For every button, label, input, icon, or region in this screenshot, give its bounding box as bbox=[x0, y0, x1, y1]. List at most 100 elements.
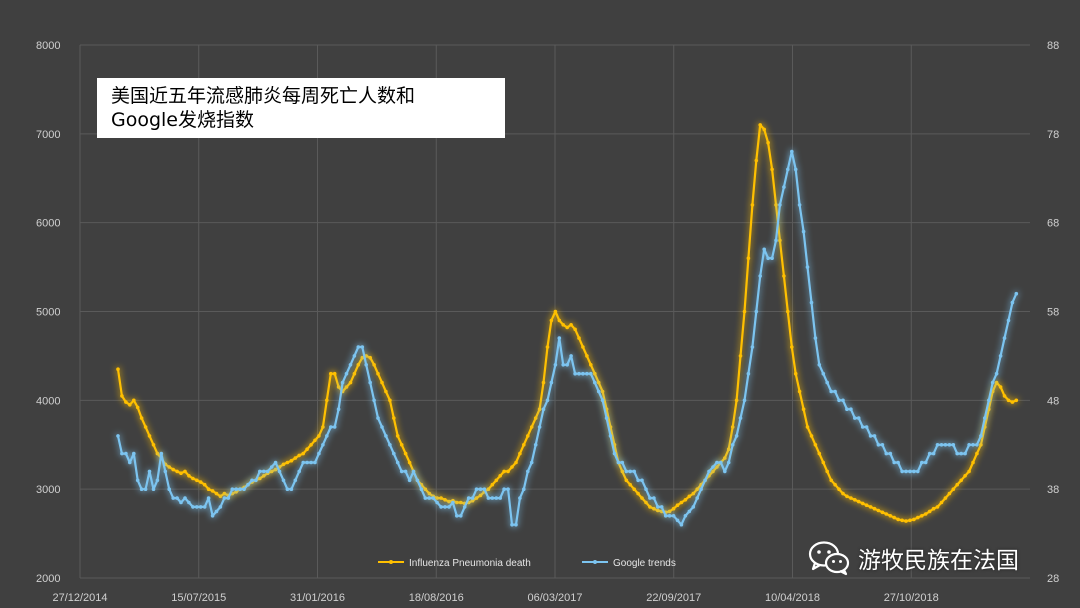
data-point bbox=[356, 345, 361, 349]
data-point bbox=[935, 443, 940, 447]
data-point bbox=[360, 355, 365, 360]
data-point bbox=[399, 469, 404, 474]
data-point bbox=[742, 398, 747, 403]
data-point bbox=[1010, 400, 1015, 404]
y-right-tick-label: 88 bbox=[1047, 40, 1059, 52]
data-point bbox=[943, 443, 948, 447]
data-point bbox=[265, 469, 270, 474]
data-point bbox=[860, 425, 865, 429]
data-point bbox=[868, 505, 873, 509]
data-point bbox=[723, 456, 727, 460]
data-point bbox=[214, 491, 219, 496]
data-point bbox=[935, 505, 940, 509]
data-point bbox=[971, 443, 975, 447]
data-point bbox=[348, 363, 353, 367]
y-right-tick-label: 48 bbox=[1047, 395, 1059, 407]
legend-label: Google trends bbox=[613, 558, 676, 569]
data-point bbox=[289, 487, 294, 492]
data-point bbox=[888, 514, 893, 518]
data-point bbox=[332, 371, 337, 376]
data-point bbox=[967, 443, 971, 447]
data-point bbox=[191, 505, 195, 509]
data-point bbox=[963, 451, 967, 456]
data-point bbox=[813, 443, 818, 447]
data-point bbox=[750, 203, 755, 207]
data-point bbox=[636, 491, 640, 496]
data-point bbox=[671, 514, 676, 518]
data-point bbox=[285, 460, 290, 465]
data-point bbox=[313, 460, 317, 465]
data-point bbox=[593, 371, 597, 376]
data-point bbox=[904, 519, 908, 523]
data-point bbox=[435, 496, 439, 500]
data-point bbox=[742, 309, 747, 314]
watermark: 游牧民族在法国 bbox=[808, 537, 1019, 579]
data-point bbox=[455, 514, 459, 518]
data-point bbox=[569, 354, 573, 358]
y-right-tick-label: 68 bbox=[1047, 218, 1059, 230]
data-point bbox=[214, 509, 219, 514]
data-point bbox=[691, 491, 696, 496]
data-point bbox=[490, 482, 495, 487]
data-point bbox=[198, 505, 203, 509]
data-point bbox=[577, 371, 581, 376]
data-point bbox=[171, 467, 175, 472]
data-point bbox=[778, 238, 782, 243]
data-point bbox=[537, 407, 542, 412]
data-point bbox=[1014, 398, 1019, 403]
data-point bbox=[187, 500, 191, 505]
y-left-tick-label: 3000 bbox=[36, 484, 60, 496]
chart-title-box: 美国近五年流感肺炎每周死亡人数和 Google发烧指数 bbox=[97, 78, 505, 138]
data-point bbox=[529, 460, 534, 465]
data-point bbox=[395, 460, 400, 465]
data-point bbox=[817, 451, 822, 456]
data-point bbox=[533, 416, 538, 420]
data-point bbox=[675, 503, 680, 508]
y-left-tick-label: 2000 bbox=[36, 573, 60, 585]
series-google-trends bbox=[116, 149, 1019, 527]
data-point bbox=[171, 496, 175, 500]
data-point bbox=[179, 500, 183, 505]
data-point bbox=[518, 496, 522, 500]
data-point bbox=[975, 451, 979, 456]
data-point bbox=[167, 487, 171, 492]
data-point bbox=[994, 380, 999, 385]
data-point bbox=[321, 425, 325, 429]
data-point bbox=[549, 318, 554, 323]
data-point bbox=[143, 487, 148, 492]
data-point bbox=[805, 425, 810, 429]
data-point bbox=[758, 123, 762, 127]
data-point bbox=[309, 460, 313, 465]
data-point bbox=[987, 398, 991, 403]
data-point bbox=[423, 496, 428, 500]
data-point bbox=[175, 496, 179, 500]
data-point bbox=[533, 443, 538, 447]
data-point bbox=[695, 496, 699, 500]
data-point bbox=[120, 394, 124, 398]
data-point bbox=[762, 247, 766, 252]
data-point bbox=[790, 149, 794, 154]
data-point bbox=[143, 425, 148, 429]
data-point bbox=[947, 491, 952, 496]
data-point bbox=[486, 487, 491, 492]
data-point bbox=[695, 487, 699, 492]
data-point bbox=[726, 447, 731, 452]
data-point bbox=[195, 478, 199, 483]
data-point bbox=[596, 389, 601, 394]
data-point bbox=[128, 403, 132, 407]
data-point bbox=[329, 425, 333, 429]
data-point bbox=[912, 517, 916, 522]
data-point bbox=[990, 380, 995, 385]
data-point bbox=[537, 425, 542, 429]
data-point bbox=[545, 398, 550, 403]
data-point bbox=[715, 460, 719, 465]
data-point bbox=[853, 416, 857, 420]
data-point bbox=[356, 363, 361, 367]
data-point bbox=[340, 380, 345, 385]
data-point bbox=[644, 487, 648, 492]
data-point bbox=[407, 460, 412, 465]
data-point bbox=[230, 487, 235, 492]
data-point bbox=[195, 505, 199, 509]
data-point bbox=[262, 474, 266, 478]
data-point bbox=[774, 203, 778, 207]
